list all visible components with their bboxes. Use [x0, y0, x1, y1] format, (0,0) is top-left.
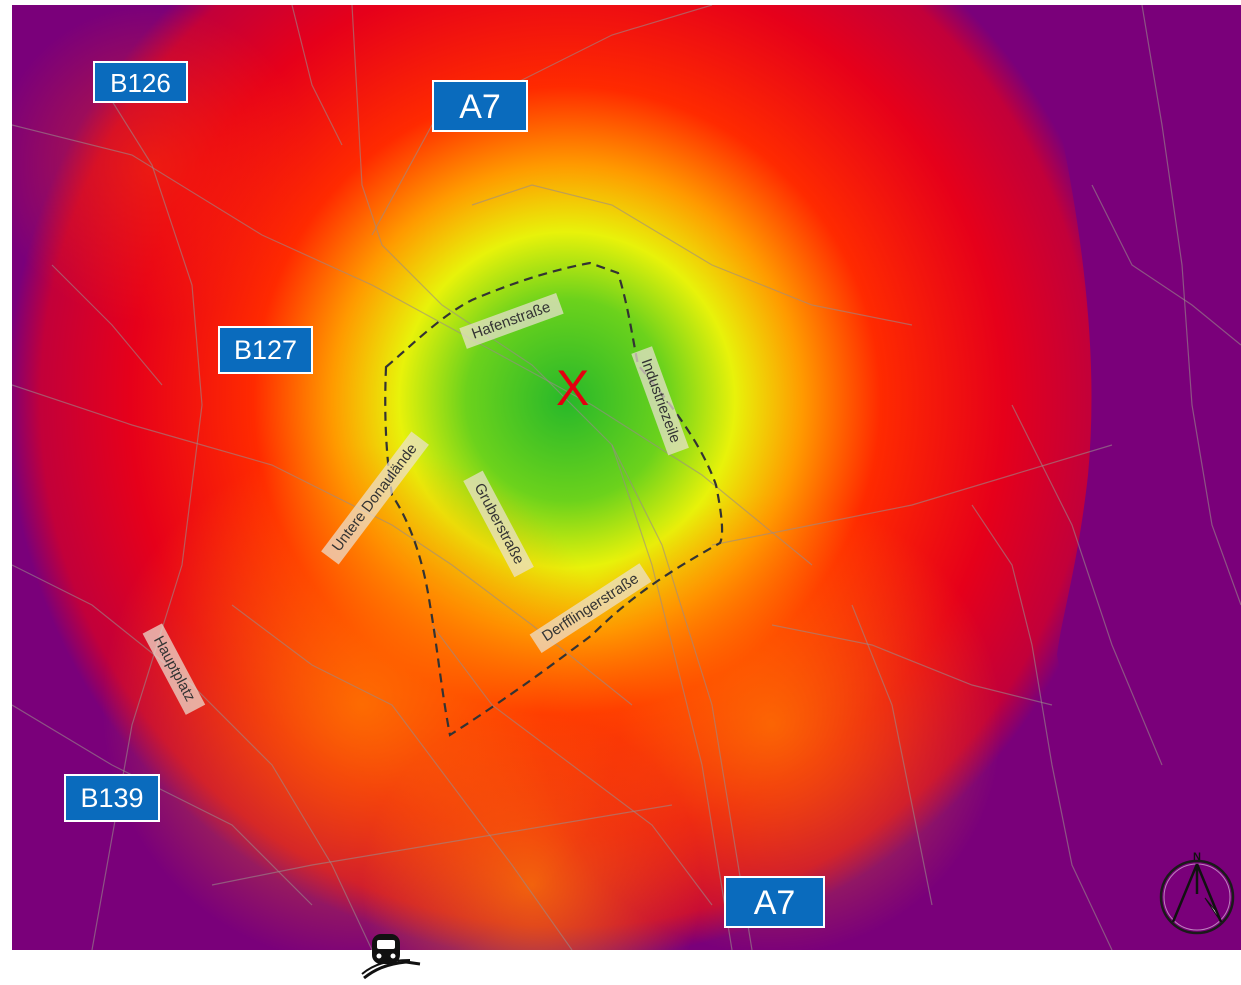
route-shield-label: A7 — [459, 88, 501, 126]
location-marker: X — [556, 360, 590, 416]
route-shield-a7-south: A7 — [724, 876, 825, 928]
route-shield-label: B126 — [110, 68, 171, 98]
route-shield-b139: B139 — [64, 774, 160, 822]
route-shield-label: B139 — [80, 783, 144, 813]
route-shield-a7-north: A7 — [432, 80, 528, 132]
compass-north-label: N — [1193, 851, 1201, 863]
route-shield-label: B127 — [233, 335, 298, 365]
road-network — [12, 5, 1241, 950]
train-station-icon — [360, 934, 424, 985]
compass-rose-icon: N — [1157, 850, 1237, 945]
route-shield-b127: B127 — [218, 326, 313, 374]
heatmap-map[interactable] — [12, 5, 1241, 950]
area-boundary — [384, 261, 724, 737]
route-shield-label: A7 — [753, 884, 796, 922]
route-shield-b126: B126 — [93, 61, 188, 103]
